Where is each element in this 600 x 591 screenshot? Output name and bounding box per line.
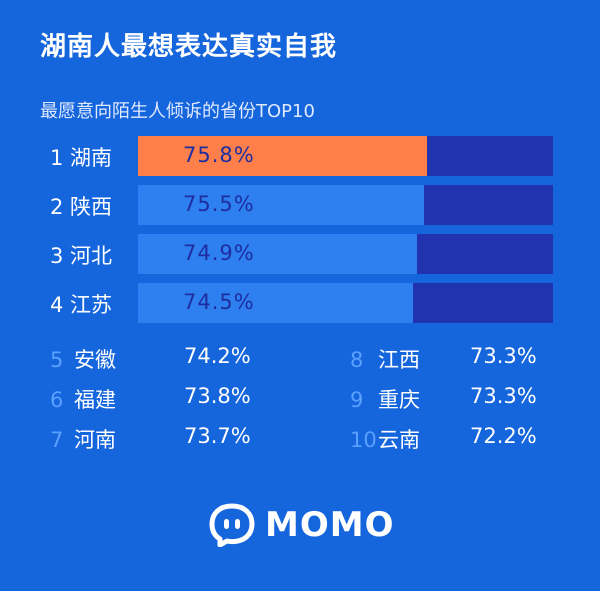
bar-row: 1 湖南 75.8%: [0, 136, 600, 176]
bar-row: 2 陕西 75.5%: [0, 185, 600, 225]
list-value: 73.3%: [470, 344, 537, 368]
bar-track: 75.8%: [138, 136, 553, 176]
momo-logo: MOMO: [209, 503, 394, 547]
list-item: 7 河南 73.7%: [50, 424, 290, 454]
bar-track: 74.9%: [138, 234, 553, 274]
bar: [138, 185, 424, 225]
bar: [138, 283, 413, 323]
chart-subtitle: 最愿意向陌生人倾诉的省份TOP10: [40, 101, 315, 122]
list-rank: 9: [350, 388, 364, 412]
list-value: 74.2%: [184, 344, 251, 368]
list-name: 福建: [74, 388, 116, 412]
bar-label: 4 江苏: [50, 293, 113, 317]
momo-wordmark: MOMO: [265, 505, 395, 545]
list-item: 5 安徽 74.2%: [50, 344, 290, 374]
list-item: 6 福建 73.8%: [50, 384, 290, 414]
list-name: 重庆: [378, 388, 420, 412]
bar-value-label: 75.8%: [183, 143, 255, 167]
list-value: 72.2%: [470, 424, 537, 448]
list-item: 9 重庆 73.3%: [350, 384, 560, 414]
bar: [138, 234, 418, 274]
list-rank: 6: [50, 388, 64, 412]
list-value: 73.7%: [184, 424, 251, 448]
bar-value-label: 74.5%: [183, 290, 255, 314]
list-rank: 8: [350, 348, 364, 372]
list-rank: 5: [50, 348, 64, 372]
bar-label: 3 河北: [50, 244, 113, 268]
list-value: 73.3%: [470, 384, 537, 408]
bar-label: 1 湖南: [50, 146, 113, 170]
list-name: 河南: [74, 428, 116, 452]
list-rank: 10: [350, 428, 377, 452]
bar-value-label: 74.9%: [183, 241, 255, 265]
bar-track: 75.5%: [138, 185, 553, 225]
bar-row: 3 河北 74.9%: [0, 234, 600, 274]
list-name: 云南: [378, 428, 420, 452]
bar: [138, 136, 428, 176]
list-rank: 7: [50, 428, 64, 452]
bar-row: 4 江苏 74.5%: [0, 283, 600, 323]
list-item: 8 江西 73.3%: [350, 344, 560, 374]
list-name: 江西: [378, 348, 420, 372]
bar-value-label: 75.5%: [183, 192, 255, 216]
bar-label: 2 陕西: [50, 195, 113, 219]
bar-track: 74.5%: [138, 283, 553, 323]
page-title: 湖南人最想表达真实自我: [40, 32, 338, 62]
list-value: 73.8%: [184, 384, 251, 408]
momo-face-icon: [209, 503, 255, 547]
list-item: 10云南 72.2%: [350, 424, 560, 454]
list-name: 安徽: [74, 348, 116, 372]
